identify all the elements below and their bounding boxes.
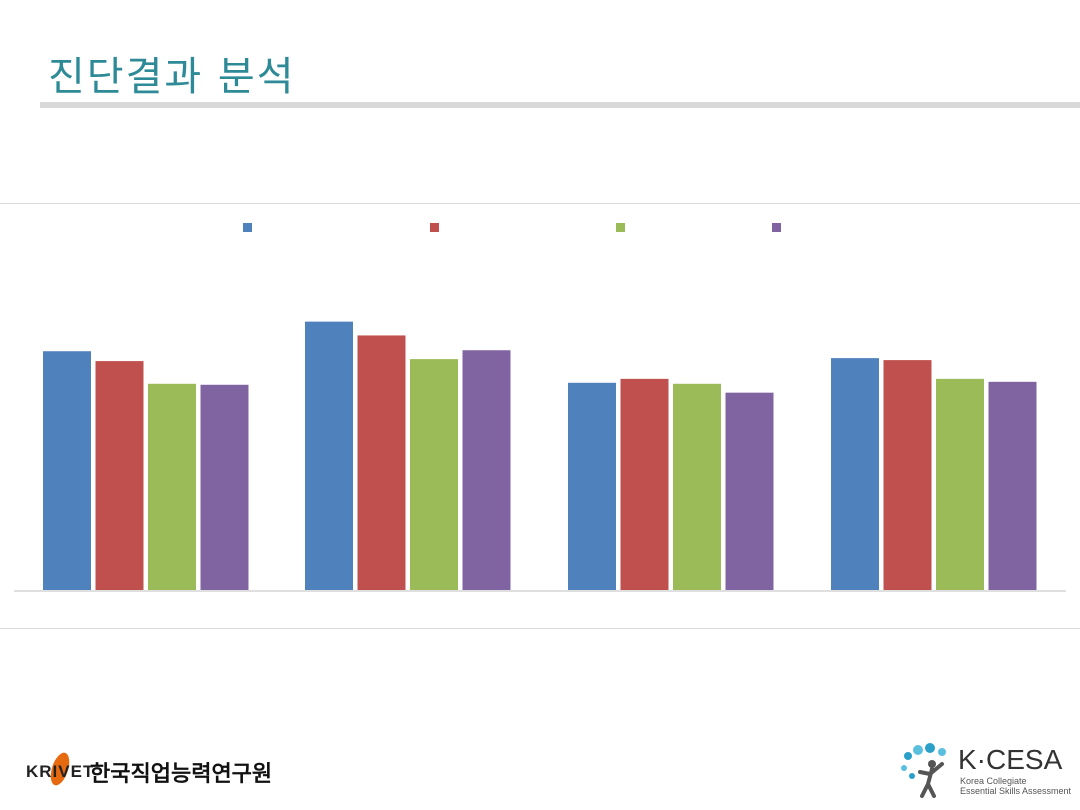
bar-s3-c3 bbox=[673, 383, 721, 590]
title-divider bbox=[40, 102, 1080, 108]
legend-marker-2 bbox=[430, 223, 439, 232]
bar-s3-c4 bbox=[936, 378, 984, 590]
chart-frame-top-border bbox=[0, 203, 1080, 204]
bar-s2-c1 bbox=[95, 361, 144, 590]
bar-s1-c1 bbox=[43, 351, 91, 590]
bar-s2-c3 bbox=[620, 378, 669, 590]
chart-frame-bottom-border bbox=[0, 628, 1080, 629]
bar-s3-c1 bbox=[148, 383, 196, 590]
legend-marker-3 bbox=[616, 223, 625, 232]
bar-s1-c3 bbox=[568, 382, 616, 590]
bar-s3-c2 bbox=[410, 359, 458, 590]
kcesa-logo: K·CESA Korea Collegiate Essential Skills… bbox=[898, 742, 1073, 800]
bar-s1-c4 bbox=[831, 358, 879, 590]
kcesa-logo-mark bbox=[901, 743, 946, 798]
legend-marker-4 bbox=[772, 223, 781, 232]
legend-marker-1 bbox=[243, 223, 252, 232]
bar-s2-c4 bbox=[883, 360, 932, 590]
kcesa-tagline-line-2: Essential Skills Assessment bbox=[960, 786, 1072, 796]
kcesa-tagline-line-1: Korea Collegiate bbox=[960, 776, 1027, 786]
kcesa-brand: K·CESA bbox=[958, 744, 1063, 775]
bar-s4-c1 bbox=[200, 384, 249, 590]
bar-s1-c2 bbox=[305, 321, 353, 590]
page-title: 진단결과 분석 bbox=[48, 54, 296, 100]
krivet-name: 한국직업능력연구원 bbox=[90, 762, 273, 787]
chart-legend bbox=[243, 223, 781, 232]
bar-s4-c3 bbox=[725, 392, 774, 590]
bar-s2-c2 bbox=[357, 335, 406, 590]
krivet-brand: KRIVET bbox=[26, 762, 95, 781]
bar-s4-c2 bbox=[462, 350, 511, 590]
kcesa-tagline: Korea Collegiate Essential Skills Assess… bbox=[960, 776, 1071, 796]
chart-bars bbox=[43, 321, 1037, 590]
bar-s4-c4 bbox=[988, 381, 1037, 590]
bar-chart bbox=[14, 223, 1066, 592]
